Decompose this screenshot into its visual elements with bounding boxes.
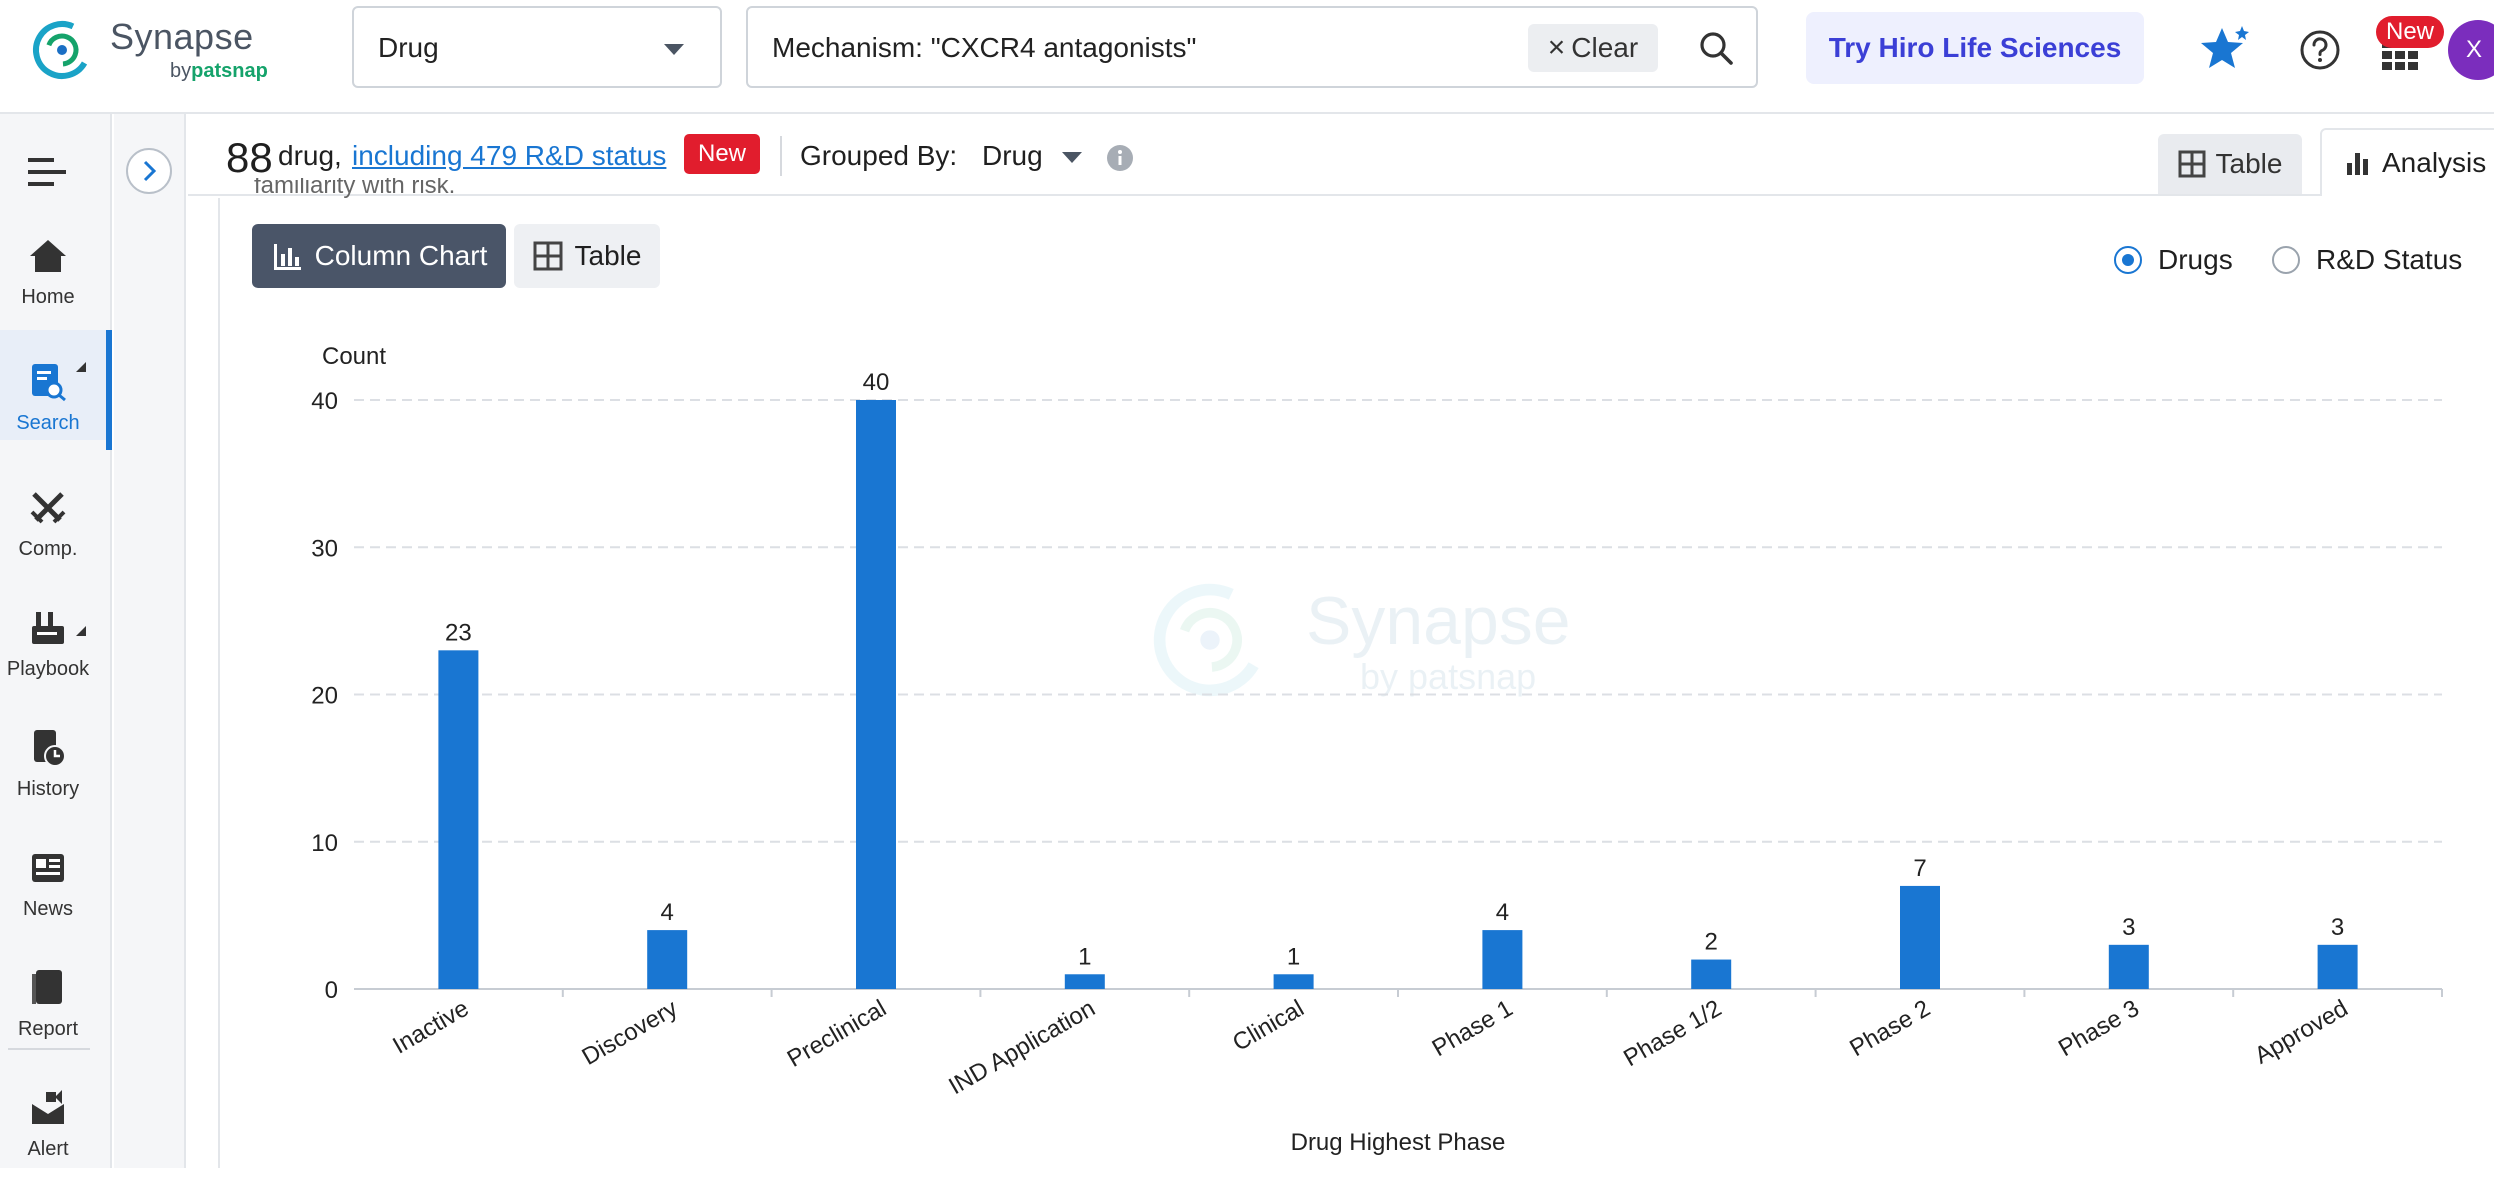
column-chart-icon <box>271 240 303 272</box>
truncated-description: familiarity with risk. <box>254 178 455 200</box>
filter-rail <box>114 114 186 1168</box>
playbook-icon <box>28 608 68 648</box>
home-icon <box>28 236 68 276</box>
summary-divider <box>780 136 782 176</box>
tab-analysis-label: Analysis <box>2382 147 2486 179</box>
results-summary-bar: 88 drug, including 479 R&D status New Gr… <box>188 116 2494 196</box>
tab-analysis-view[interactable]: Analysis <box>2320 128 2494 196</box>
help-icon[interactable] <box>2298 28 2342 72</box>
sidebar-item-news[interactable]: News <box>0 838 112 948</box>
sidebar-item-label: Report <box>0 1018 96 1041</box>
search-icon[interactable] <box>1696 28 1736 68</box>
tab-table-label: Table <box>2216 148 2283 180</box>
logo-name: Synapse <box>110 16 254 58</box>
submenu-indicator-icon <box>76 362 86 372</box>
sidebar-item-playbook[interactable]: Playbook <box>0 598 112 708</box>
grouped-by-select[interactable]: Drug <box>982 140 1043 172</box>
menu-collapse-icon[interactable] <box>26 154 70 190</box>
sidebar-item-history[interactable]: History <box>0 718 112 828</box>
sidebar-item-label: Alert <box>0 1138 96 1161</box>
left-nav: Home Search Comp. Playbook <box>0 114 112 1168</box>
alert-icon <box>28 1088 68 1128</box>
chart-table-label: Table <box>575 240 642 272</box>
new-badge: New <box>684 134 760 174</box>
chevron-down-icon <box>664 44 684 55</box>
top-bar: Synapse bypatsnap Drug Mechanism: "CXCR4… <box>0 0 2494 114</box>
try-hiro-button[interactable]: Try Hiro Life Sciences <box>1806 12 2144 84</box>
history-icon <box>28 728 68 768</box>
synapse-logo-mark-icon <box>30 18 94 82</box>
logo-sub: bypatsnap <box>170 60 268 83</box>
sparkle-star-icon[interactable] <box>2196 22 2252 78</box>
table-icon <box>533 241 563 271</box>
watermark-line1: Synapse <box>1306 582 1571 660</box>
clear-label: Clear <box>1571 32 1638 64</box>
chevron-down-icon[interactable] <box>1062 152 1082 163</box>
submenu-indicator-icon <box>76 626 86 636</box>
search-query-text: Mechanism: "CXCR4 antagonists" <box>772 32 1197 64</box>
nav-divider <box>8 1048 90 1050</box>
sidebar-item-label: Comp. <box>0 538 96 561</box>
radio-drugs[interactable] <box>2114 246 2142 274</box>
sidebar-item-label: History <box>0 778 96 801</box>
logo-sub-prefix: by <box>170 60 191 82</box>
column-chart-button[interactable]: Column Chart <box>252 224 506 288</box>
radio-drugs-label[interactable]: Drugs <box>2158 244 2233 276</box>
sidebar-item-home[interactable]: Home <box>0 226 112 336</box>
result-count-word: drug, <box>278 140 342 172</box>
radio-rd-status-label[interactable]: R&D Status <box>2316 244 2462 276</box>
chevron-right-icon <box>128 150 170 192</box>
sidebar-item-report[interactable]: Report <box>0 958 112 1068</box>
synapse-watermark-icon <box>1148 578 1272 702</box>
table-icon <box>2178 150 2206 178</box>
search-doc-icon <box>28 362 68 402</box>
news-icon <box>28 848 68 888</box>
search-type-value: Drug <box>378 32 439 64</box>
expand-panel-button[interactable] <box>126 148 172 194</box>
result-count: 88 <box>226 134 273 182</box>
bar-chart-icon <box>2344 149 2372 177</box>
synapse-watermark: Synapse by patsnap <box>1148 578 1568 702</box>
sidebar-item-comp[interactable]: Comp. <box>0 478 112 588</box>
grouped-by-label: Grouped By: <box>800 140 957 172</box>
report-icon <box>28 968 68 1008</box>
chart-table-button[interactable]: Table <box>514 224 660 288</box>
search-type-select[interactable]: Drug <box>352 6 722 88</box>
close-icon: × <box>1548 31 1566 65</box>
avatar[interactable]: X <box>2448 20 2494 80</box>
radio-rd-status[interactable] <box>2272 246 2300 274</box>
logo-sub-brand: patsnap <box>191 60 268 82</box>
column-chart-label: Column Chart <box>315 240 488 272</box>
sidebar-item-label: Home <box>0 286 96 309</box>
sidebar-item-label: Search <box>0 412 96 435</box>
tab-table-view[interactable]: Table <box>2158 134 2302 194</box>
info-icon[interactable] <box>1106 144 1134 172</box>
apps-new-badge: New <box>2376 16 2444 48</box>
sidebar-item-label: News <box>0 898 96 921</box>
sidebar-item-alert[interactable]: Alert <box>0 1078 112 1188</box>
sidebar-item-label: Playbook <box>0 658 96 681</box>
rd-status-link[interactable]: including 479 R&D status <box>352 140 666 172</box>
swords-icon <box>28 488 68 528</box>
clear-button[interactable]: × Clear <box>1528 24 1658 72</box>
watermark-line2: by patsnap <box>1360 656 1536 698</box>
synapse-logo[interactable]: Synapse bypatsnap <box>30 16 260 96</box>
sidebar-item-search[interactable]: Search <box>0 330 112 440</box>
search-input[interactable]: Mechanism: "CXCR4 antagonists" × Clear <box>746 6 1758 88</box>
